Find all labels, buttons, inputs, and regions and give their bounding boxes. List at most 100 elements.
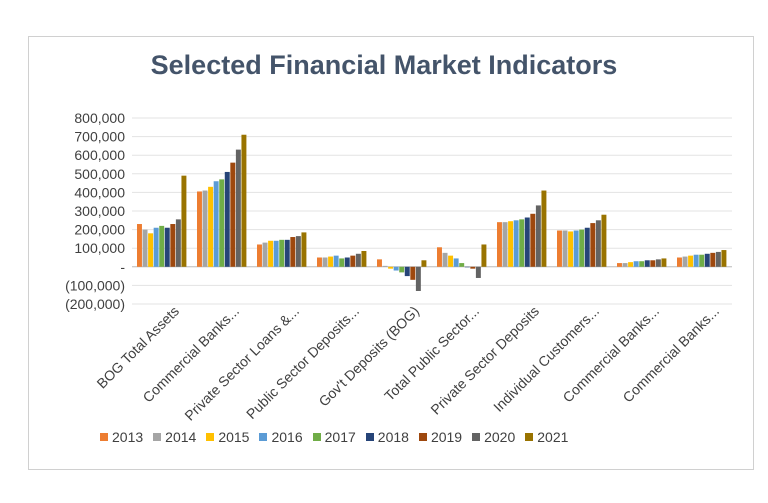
bar-2018-1: [224, 171, 230, 267]
bar-2018-4: [404, 266, 410, 277]
bar-2020-0: [175, 219, 181, 267]
x-tick-label: Private Sector Deposits: [427, 303, 542, 418]
bar-2016-6: [513, 220, 519, 267]
bar-2017-3: [339, 258, 345, 267]
bar-2020-5: [475, 266, 481, 278]
bar-2015-9: [688, 255, 694, 267]
bar-2013-2: [257, 244, 262, 267]
bar-2021-6: [541, 190, 547, 267]
bar-2015-4: [388, 266, 394, 269]
legend-label: 2013: [112, 429, 144, 445]
legend-swatch: [100, 433, 108, 441]
bar-2015-0: [148, 233, 154, 267]
bar-2020-2: [295, 236, 301, 267]
legend-item-2019: 2019: [418, 427, 463, 447]
bar-2019-5: [470, 266, 476, 269]
bar-2014-1: [202, 190, 208, 267]
bar-2015-2: [268, 240, 274, 267]
bar-2019-8: [650, 260, 656, 267]
y-tick-label: (100,000): [65, 277, 125, 293]
bar-2014-8: [622, 263, 628, 267]
bar-2014-7: [562, 230, 568, 267]
bar-2013-9: [677, 257, 682, 267]
bar-2016-1: [213, 181, 219, 267]
bar-2013-3: [317, 257, 322, 267]
bar-2018-8: [644, 260, 650, 267]
legend-item-2013: 2013: [100, 427, 143, 447]
bar-2017-4: [399, 266, 405, 273]
bar-2014-2: [262, 242, 268, 267]
bar-2020-8: [655, 259, 661, 267]
legend-swatch: [312, 433, 321, 441]
x-tick-label: Public Sector Deposits...: [243, 303, 362, 422]
legend-label: 2015: [218, 429, 250, 445]
bar-2017-5: [459, 263, 465, 267]
bar-2019-3: [350, 255, 356, 267]
bar-2014-6: [502, 222, 508, 267]
bar-2016-9: [693, 254, 699, 267]
legend-item-2015: 2015: [206, 427, 249, 447]
bar-2021-1: [241, 134, 247, 267]
bar-2020-3: [355, 253, 361, 267]
bar-2019-9: [710, 252, 716, 267]
x-tick-label: Individual Customers...: [490, 303, 602, 415]
bar-2016-4: [393, 266, 399, 271]
legend-item-2014: 2014: [153, 427, 196, 447]
bar-2021-7: [601, 214, 607, 267]
bar-2017-2: [279, 239, 285, 267]
bar-2013-7: [557, 230, 562, 267]
bar-2017-6: [519, 219, 525, 267]
bar-2019-7: [590, 223, 596, 267]
bar-2020-4: [415, 266, 421, 291]
bar-2021-2: [301, 232, 307, 267]
bar-2018-9: [704, 253, 710, 267]
legend-label: 2019: [430, 429, 463, 445]
bar-2019-0: [170, 224, 176, 267]
bar-2019-4: [410, 266, 416, 280]
bar-2015-3: [328, 256, 334, 267]
legend-item-2016: 2016: [259, 427, 303, 447]
bar-2015-8: [628, 262, 634, 267]
bar-2020-1: [235, 149, 241, 267]
bar-2018-7: [584, 227, 590, 267]
legend-swatch: [206, 433, 215, 441]
chart-legend: 2013 2014 2015 2016 2017 2018 2019 2020 2021: [100, 427, 700, 447]
legend-swatch: [259, 433, 268, 441]
legend-swatch: [153, 433, 162, 441]
bar-2013-4: [377, 259, 382, 267]
bar-2021-4: [421, 260, 427, 267]
bar-2021-3: [361, 250, 367, 267]
legend-label: 2014: [165, 429, 197, 445]
legend-item-2018: 2018: [365, 427, 409, 447]
legend-item-2020: 2020: [472, 427, 515, 447]
bar-2014-4: [382, 265, 388, 267]
y-tick-label: 700,000: [74, 129, 125, 145]
bar-2019-2: [290, 237, 296, 267]
x-tick-label: Private Sector Loans &...: [181, 303, 302, 424]
legend-swatch: [418, 433, 427, 441]
bar-2016-3: [333, 255, 339, 267]
chart-title: Selected Financial Market Indicators: [150, 50, 618, 80]
y-tick-label: 400,000: [74, 184, 125, 200]
bar-2021-9: [721, 250, 727, 267]
x-tick-label: Gov't Deposits (BOG): [315, 303, 422, 410]
bar-2013-1: [197, 191, 202, 267]
legend-label: 2016: [271, 429, 303, 445]
bar-2014-0: [142, 229, 148, 267]
y-tick-label: 500,000: [74, 166, 125, 182]
bar-2017-8: [639, 261, 645, 267]
y-tick-label: 300,000: [74, 203, 125, 219]
bar-2016-7: [573, 230, 579, 267]
legend-label: 2020: [484, 429, 516, 445]
legend-swatch: [525, 433, 534, 441]
legend-label: 2018: [377, 429, 409, 445]
y-tick-label: (200,000): [65, 296, 125, 312]
bar-2015-7: [568, 231, 574, 267]
bar-2017-9: [699, 254, 705, 267]
bar-2020-9: [715, 251, 721, 267]
bar-2019-6: [530, 213, 536, 267]
bar-2013-8: [617, 263, 622, 267]
bar-2016-5: [453, 258, 459, 267]
legend-label: 2021: [537, 429, 569, 445]
bar-2013-5: [437, 247, 442, 267]
